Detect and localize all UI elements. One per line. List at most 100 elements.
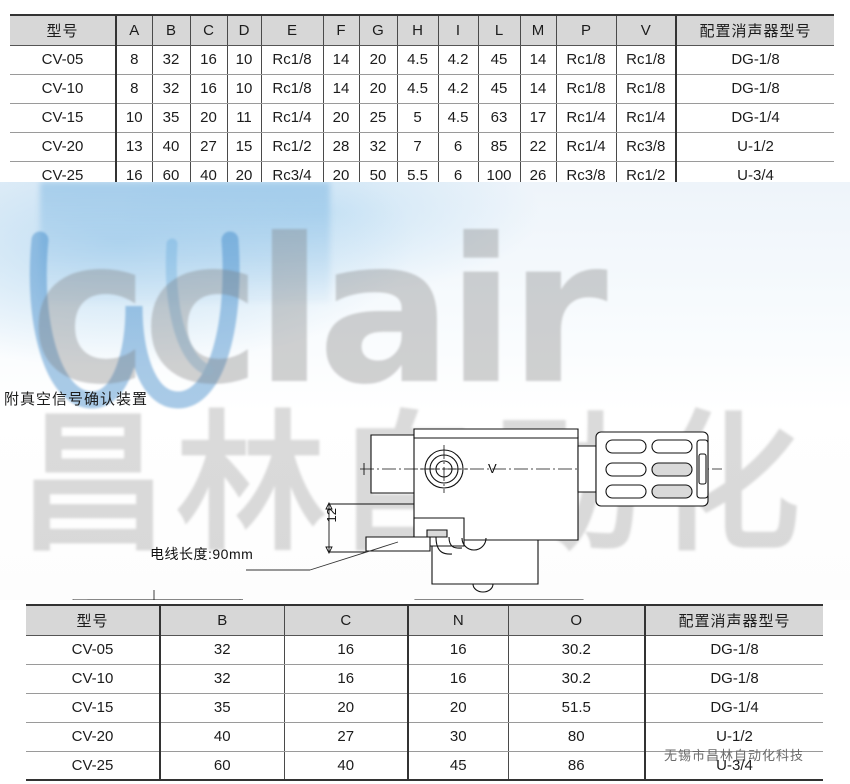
cell-value: 22 <box>519 131 557 162</box>
col-header-g: G <box>358 14 398 46</box>
front-view-hex-port <box>60 590 250 600</box>
cell-model: CV-15 <box>26 692 161 723</box>
cell-model: CV-10 <box>26 663 161 694</box>
cell-model: CV-05 <box>26 634 161 665</box>
cell-value: 40 <box>151 131 191 162</box>
top-spec-table-wrapper: 型号 A B C D E F G H I L M P V 配置消声器型号 C <box>10 14 834 191</box>
cell-value: 30.2 <box>507 663 646 694</box>
cell-value: 40 <box>283 750 409 781</box>
col-header-e: E <box>260 14 324 46</box>
table-header-row: 型号 A B C D E F G H I L M P V 配置消声器型号 <box>10 14 834 46</box>
wire-length-label: 电线长度:90mm <box>150 546 254 562</box>
cell-value: 20 <box>358 73 398 104</box>
cell-value: 16 <box>283 663 409 694</box>
cell-value: Rc1/8 <box>555 44 617 75</box>
cell-value: 11 <box>226 102 262 133</box>
svg-text:V: V <box>488 461 497 476</box>
cell-value: 4.2 <box>437 44 479 75</box>
cell-value: 27 <box>283 721 409 752</box>
cell-value: Rc1/2 <box>260 131 324 162</box>
cell-value: 45 <box>477 73 521 104</box>
col-header-o: O <box>507 604 646 636</box>
cell-value: 10 <box>115 102 153 133</box>
cell-value: 10 <box>226 44 262 75</box>
cell-model: CV-05 <box>10 44 117 75</box>
cell-value: 20 <box>407 692 509 723</box>
cell-value: DG-1/8 <box>644 634 823 665</box>
col-header-f: F <box>322 14 360 46</box>
bottom-spec-table: 型号 B C N O 配置消声器型号 CV-05 32 16 16 30.2 DG-1/8… <box>26 604 823 781</box>
cell-value: Rc1/8 <box>615 73 677 104</box>
cell-value: 35 <box>151 102 191 133</box>
cell-value: 45 <box>477 44 521 75</box>
cell-value: 16 <box>283 634 409 665</box>
cell-value: 32 <box>358 131 398 162</box>
cell-value: Rc1/8 <box>260 44 324 75</box>
col-header-n: N <box>407 604 509 636</box>
cell-value: 4.5 <box>396 44 439 75</box>
cell-value: Rc1/4 <box>555 102 617 133</box>
cell-value: 35 <box>159 692 285 723</box>
cell-model: CV-10 <box>10 73 117 104</box>
bottom-table-body: CV-05 32 16 16 30.2 DG-1/8 CV-10 32 16 16 30.2 DG-1… <box>26 634 823 781</box>
cell-value: Rc1/4 <box>615 102 677 133</box>
cell-value: 32 <box>159 634 285 665</box>
cell-value: Rc1/4 <box>260 102 324 133</box>
bottom-spec-table-wrapper: 型号 B C N O 配置消声器型号 CV-05 32 16 16 30.2 DG-1/8… <box>26 604 823 781</box>
top-table-body: CV-05 8 32 16 10 Rc1/8 14 20 4.5 4.2 45 14 Rc1/8 Rc1/… <box>10 44 834 191</box>
cell-value: DG-1/8 <box>644 663 823 694</box>
upper-assembly-view: V <box>246 429 722 592</box>
cell-model: CV-20 <box>26 721 161 752</box>
table-row: CV-10 8 32 16 10 Rc1/8 14 20 4.5 4.2 45 14 Rc1/8 Rc1/… <box>10 73 834 104</box>
cell-value: 14 <box>519 73 557 104</box>
col-header-p: P <box>555 14 617 46</box>
table-row: CV-10 32 16 16 30.2 DG-1/8 <box>26 663 823 694</box>
dimension-label-12: 12 <box>324 508 339 523</box>
cell-value: 10 <box>226 73 262 104</box>
col-header-v: V <box>615 14 677 46</box>
table-header-row: 型号 B C N O 配置消声器型号 <box>26 604 823 636</box>
col-header-model: 型号 <box>26 604 161 636</box>
cell-model: CV-20 <box>10 131 117 162</box>
cell-value: 30 <box>407 721 509 752</box>
cell-value: Rc1/4 <box>555 131 617 162</box>
cell-value: 40 <box>159 721 285 752</box>
cell-value: 6 <box>437 131 479 162</box>
col-header-b: B <box>159 604 285 636</box>
cell-value: 4.2 <box>437 73 479 104</box>
cell-value: 51.5 <box>507 692 646 723</box>
col-header-silencer: 配置消声器型号 <box>675 14 834 46</box>
cell-value: 32 <box>151 73 191 104</box>
col-header-a: A <box>115 14 153 46</box>
company-footer: 无锡市昌林自动化科技 <box>664 748 805 763</box>
cell-value: 8 <box>115 73 153 104</box>
cell-value: Rc1/8 <box>260 73 324 104</box>
cell-value: 13 <box>115 131 153 162</box>
cell-value: 27 <box>189 131 228 162</box>
col-header-m: M <box>519 14 557 46</box>
cell-value: 20 <box>358 44 398 75</box>
col-header-h: H <box>396 14 439 46</box>
cell-value: U-1/2 <box>675 131 834 162</box>
top-spec-table: 型号 A B C D E F G H I L M P V 配置消声器型号 C <box>10 14 834 191</box>
cell-value: 28 <box>322 131 360 162</box>
cell-value: 5 <box>396 102 439 133</box>
cell-value: DG-1/8 <box>675 44 834 75</box>
cell-value: 14 <box>322 73 360 104</box>
cell-value: Rc1/8 <box>555 73 617 104</box>
cell-value: 16 <box>189 73 228 104</box>
table-row: CV-15 10 35 20 11 Rc1/4 20 25 5 4.5 63 17 Rc1/4 Rc1/4… <box>10 102 834 133</box>
cell-value: 16 <box>407 634 509 665</box>
col-header-silencer: 配置消声器型号 <box>644 604 823 636</box>
col-header-i: I <box>437 14 479 46</box>
table-row: CV-15 35 20 20 51.5 DG-1/4 <box>26 692 823 723</box>
cell-value: 20 <box>283 692 409 723</box>
cell-value: Rc1/8 <box>615 44 677 75</box>
cell-value: 86 <box>507 750 646 781</box>
col-header-model: 型号 <box>10 14 117 46</box>
col-header-d: D <box>226 14 262 46</box>
cell-value: 25 <box>358 102 398 133</box>
cell-value: 7 <box>396 131 439 162</box>
cell-value: DG-1/4 <box>644 692 823 723</box>
cell-value: DG-1/4 <box>675 102 834 133</box>
